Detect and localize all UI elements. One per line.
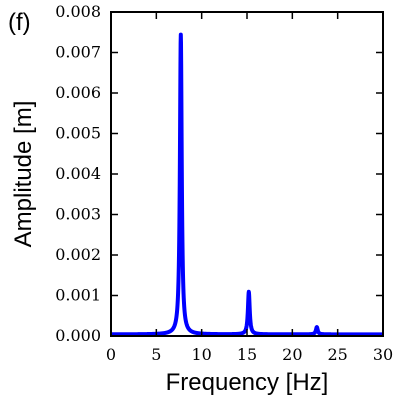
series-layer — [109, 32, 385, 337]
x-axis-ticks: 0 5 10 15 20 25 30 — [106, 12, 393, 364]
y-tick-label: 0.000 — [55, 326, 101, 345]
x-tick-label: 10 — [191, 345, 211, 364]
x-tick-label: 5 — [151, 345, 161, 364]
x-tick-label: 0 — [106, 345, 116, 364]
x-tick-label: 30 — [373, 345, 393, 364]
y-tick-label: 0.005 — [55, 124, 101, 143]
x-tick-label: 20 — [282, 345, 302, 364]
y-tick-label: 0.001 — [55, 286, 101, 305]
y-tick-label: 0.008 — [55, 2, 101, 21]
x-tick-label: 25 — [327, 345, 347, 364]
y-axis-ticks: 0.000 0.001 0.002 0.003 0.004 0.005 0.006 0.007… — [55, 2, 383, 345]
plot-area — [109, 11, 385, 337]
plot-frame — [110, 11, 384, 337]
amplitude-line — [109, 32, 385, 337]
panel-label: (f) — [8, 9, 31, 36]
y-tick-label: 0.002 — [55, 245, 101, 264]
y-tick-label: 0.004 — [55, 164, 101, 183]
x-axis-title: Frequency [Hz] — [166, 369, 329, 396]
y-axis-title: Amplitude [m] — [10, 101, 37, 248]
x-tick-label: 15 — [237, 345, 257, 364]
y-tick-label: 0.003 — [55, 205, 101, 224]
y-tick-label: 0.007 — [55, 43, 101, 62]
y-tick-label: 0.006 — [55, 83, 101, 102]
